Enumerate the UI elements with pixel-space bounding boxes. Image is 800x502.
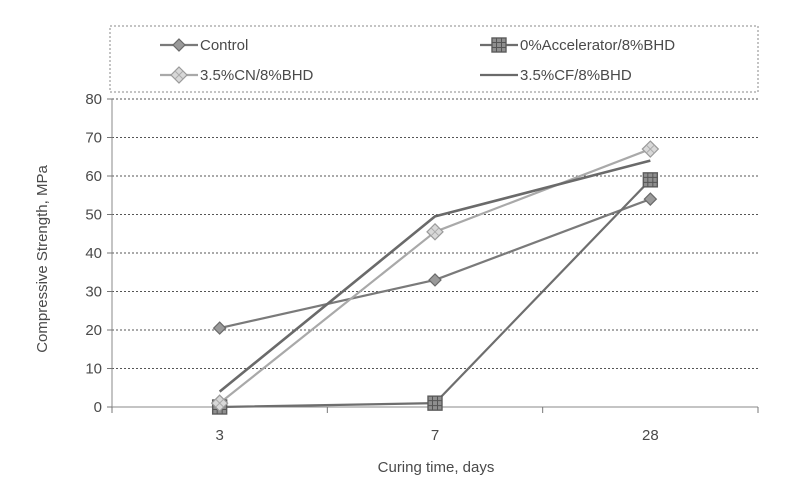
legend-swatch-marker bbox=[172, 38, 186, 52]
data-point bbox=[642, 172, 659, 188]
y-tick-label: 70 bbox=[85, 130, 102, 147]
y-tick-label: 50 bbox=[85, 207, 102, 224]
legend-item: 3.5%CF/8%BHD bbox=[480, 67, 632, 84]
legend: Control 0%Accelerator/8%BHD 3.5%CN/8%BHD 3.… bbox=[109, 25, 759, 93]
data-point bbox=[641, 140, 660, 158]
y-tick-label: 10 bbox=[85, 361, 102, 378]
legend-item: 3.5%CN/8%BHD bbox=[160, 66, 314, 84]
legend-item: Control bbox=[160, 37, 248, 54]
legend-swatch-marker bbox=[170, 66, 188, 84]
y-tick-label: 60 bbox=[85, 168, 102, 185]
y-tick-label: 20 bbox=[85, 322, 102, 339]
x-tick-label: 28 bbox=[642, 427, 659, 444]
data-point bbox=[643, 192, 658, 206]
data-point bbox=[212, 321, 227, 335]
x-axis-title: Curing time, days bbox=[378, 459, 495, 476]
data-point bbox=[426, 222, 444, 241]
data-point bbox=[428, 273, 442, 287]
series-line bbox=[218, 159, 651, 393]
x-tick-label: 7 bbox=[431, 427, 439, 444]
legend-label: Control bbox=[200, 37, 248, 54]
legend-item: 0%Accelerator/8%BHD bbox=[480, 37, 675, 54]
y-tick-label: 0 bbox=[94, 399, 102, 416]
x-tick-label: 3 bbox=[215, 427, 223, 444]
legend-label: 0%Accelerator/8%BHD bbox=[520, 37, 675, 54]
y-tick-label: 80 bbox=[85, 91, 102, 108]
data-point bbox=[210, 394, 229, 412]
series-line bbox=[219, 198, 651, 330]
legend-label: 3.5%CN/8%BHD bbox=[200, 67, 314, 84]
legend-label: 3.5%CF/8%BHD bbox=[520, 67, 632, 84]
legend-swatch-marker bbox=[491, 37, 507, 53]
series-line bbox=[219, 179, 652, 409]
y-tick-label: 30 bbox=[85, 284, 102, 301]
data-point bbox=[427, 395, 443, 411]
legend-box bbox=[109, 25, 759, 93]
plot-area: 0 10 20 30 40 50 60 70 80 3 7 28 bbox=[85, 91, 759, 444]
y-axis-title: Compressive Strength, MPa bbox=[34, 165, 51, 353]
y-tick-label: 40 bbox=[85, 245, 102, 262]
